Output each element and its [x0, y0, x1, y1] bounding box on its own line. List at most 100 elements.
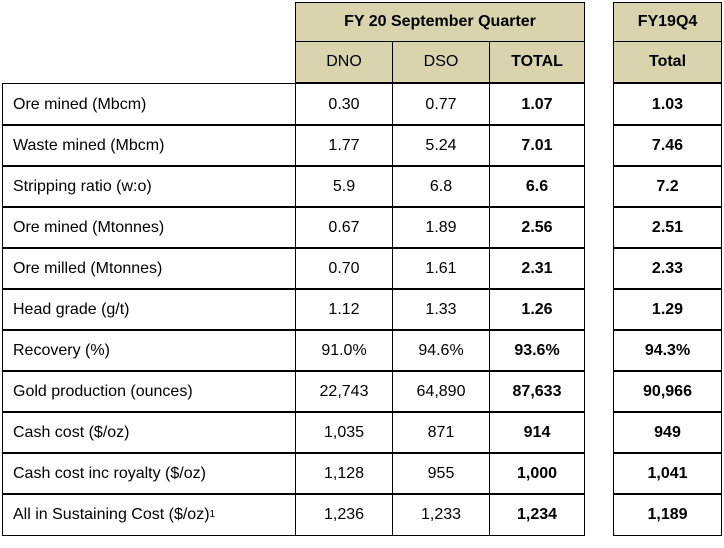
table-cell-prior: 7.2	[613, 165, 722, 208]
table-cell-prior-text: 90,966	[643, 382, 692, 400]
table-cell-dno-text: 0.70	[328, 259, 360, 277]
table-cell-dno: 1,035	[295, 411, 393, 454]
table-cell-dno-text: 22,743	[319, 382, 369, 400]
table-cell-dso-text: 1,233	[420, 505, 462, 523]
table-cell-dso: 0.77	[392, 83, 490, 126]
table-cell-label-text: Ore mined (Mbcm)	[13, 95, 147, 113]
group-header: FY 20 September Quarter	[295, 2, 585, 42]
table-cell-dno-text: 0.30	[328, 95, 360, 113]
table-cell-dso: 6.8	[392, 165, 490, 208]
column-header-total: TOTAL	[489, 41, 585, 83]
table-cell-dso-text: 1.33	[425, 300, 457, 318]
group-header-title: FY 20 September Quarter	[344, 13, 536, 30]
table-cell-dso: 64,890	[392, 370, 490, 413]
table-footnote-fragment	[0, 537, 3, 548]
table-cell-dso-text: 5.24	[425, 136, 457, 154]
table-cell-total-text: 914	[523, 423, 551, 441]
table-cell-total-text: 93.6%	[514, 341, 560, 359]
table-cell-prior: 1,041	[613, 452, 722, 495]
table-cell-dso: 955	[392, 452, 490, 495]
table-cell-total: 914	[489, 411, 585, 454]
table-cell-dno-text: 91.0%	[321, 341, 367, 359]
prior-header-title: FY19Q4	[637, 13, 698, 30]
table-cell-prior: 94.3%	[613, 329, 722, 372]
column-header-dso-label: DSO	[423, 53, 459, 70]
table-cell-label-text: Cash cost inc royalty ($/oz)	[13, 464, 206, 482]
table-cell-dno: 5.9	[295, 165, 393, 208]
table-cell-prior-text: 94.3%	[644, 341, 691, 359]
table-cell-total-text: 6.6	[525, 177, 549, 195]
table-cell-dno-text: 5.9	[332, 177, 356, 195]
table-cell-total-text: 2.56	[521, 218, 553, 236]
table-cell-label-text: Stripping ratio (w:o)	[13, 177, 152, 195]
column-header-total-label: TOTAL	[511, 53, 563, 70]
table-cell-dso: 1.61	[392, 247, 490, 290]
table-cell-total-text: 1,000	[516, 464, 558, 482]
table-cell-label-text: All in Sustaining Cost ($/oz)	[13, 505, 210, 523]
table-cell-total-text: 7.01	[521, 136, 553, 154]
table-cell-prior-text: 1.03	[651, 95, 684, 113]
table-cell-dso-text: 0.77	[425, 95, 457, 113]
table-cell-dno: 0.30	[295, 83, 393, 126]
table-cell-label: Ore mined (Mtonnes)	[2, 206, 296, 249]
table-cell-prior: 1.29	[613, 288, 722, 331]
table-cell-label: Cash cost ($/oz)	[2, 411, 296, 454]
table-cell-dso: 1.89	[392, 206, 490, 249]
table-cell-dso: 1.33	[392, 288, 490, 331]
table-cell-dso-text: 1.61	[425, 259, 457, 277]
table-cell-prior-text: 2.51	[651, 218, 684, 236]
table-cell-total-text: 1.07	[521, 95, 553, 113]
table-cell-total: 1,234	[489, 493, 585, 536]
table-cell-prior-text: 1.29	[651, 300, 684, 318]
table-cell-prior: 7.46	[613, 124, 722, 167]
table-cell-dno: 1,236	[295, 493, 393, 536]
table-cell-label: Gold production (ounces)	[2, 370, 296, 413]
table-cell-dno: 0.70	[295, 247, 393, 290]
table-cell-prior: 2.33	[613, 247, 722, 290]
table-cell-label: Head grade (g/t)	[2, 288, 296, 331]
table-cell-total-text: 1.26	[521, 300, 553, 318]
table-cell-label: Ore mined (Mbcm)	[2, 83, 296, 126]
table-cell-dno-text: 0.67	[328, 218, 360, 236]
table-cell-dso-text: 871	[427, 423, 455, 441]
table-cell-prior-text: 7.2	[656, 177, 679, 195]
table-cell-prior-text: 1,041	[647, 464, 688, 482]
table-cell-prior: 90,966	[613, 370, 722, 413]
table-cell-label: All in Sustaining Cost ($/oz) 1	[2, 493, 296, 536]
table-cell-dso-text: 64,890	[416, 382, 466, 400]
table-cell-label-text: Cash cost ($/oz)	[13, 423, 130, 441]
table-cell-dno-text: 1.12	[328, 300, 360, 318]
table-cell-total-text: 87,633	[512, 382, 562, 400]
table-cell-dno-text: 1.77	[328, 136, 360, 154]
table-cell-label-text: Head grade (g/t)	[13, 300, 130, 318]
table-cell-dso-text: 955	[427, 464, 455, 482]
table-cell-dso: 1,233	[392, 493, 490, 536]
table-cell-label: Recovery (%)	[2, 329, 296, 372]
table-cell-label-text: Waste mined (Mbcm)	[13, 136, 165, 154]
column-header-dso: DSO	[392, 41, 490, 83]
table-cell-dso-text: 1.89	[425, 218, 457, 236]
table-cell-dso-text: 6.8	[429, 177, 453, 195]
table-cell-prior-text: 949	[654, 423, 681, 441]
table-cell-label: Stripping ratio (w:o)	[2, 165, 296, 208]
table-cell-total: 87,633	[489, 370, 585, 413]
table-cell-total: 7.01	[489, 124, 585, 167]
table-cell-dno: 91.0%	[295, 329, 393, 372]
table-cell-total: 2.31	[489, 247, 585, 290]
table-cell-label-text: Ore milled (Mtonnes)	[13, 259, 163, 277]
column-header-dno: DNO	[295, 41, 393, 83]
table-cell-dso-text: 94.6%	[418, 341, 464, 359]
table-cell-total: 6.6	[489, 165, 585, 208]
table-cell-label: Cash cost inc royalty ($/oz)	[2, 452, 296, 495]
table-cell-prior-text: 7.46	[651, 136, 684, 154]
table-cell-dno-text: 1,236	[323, 505, 365, 523]
table-cell-prior-text: 2.33	[651, 259, 684, 277]
table-cell-prior-text: 1,189	[647, 505, 688, 523]
table-cell-label: Waste mined (Mbcm)	[2, 124, 296, 167]
table-cell-dno: 0.67	[295, 206, 393, 249]
table-cell-prior: 1,189	[613, 493, 722, 536]
table-cell-total-text: 2.31	[521, 259, 553, 277]
table-cell-total: 1.07	[489, 83, 585, 126]
column-header-prior-total: Total	[613, 41, 722, 83]
table-cell-dno: 1.12	[295, 288, 393, 331]
